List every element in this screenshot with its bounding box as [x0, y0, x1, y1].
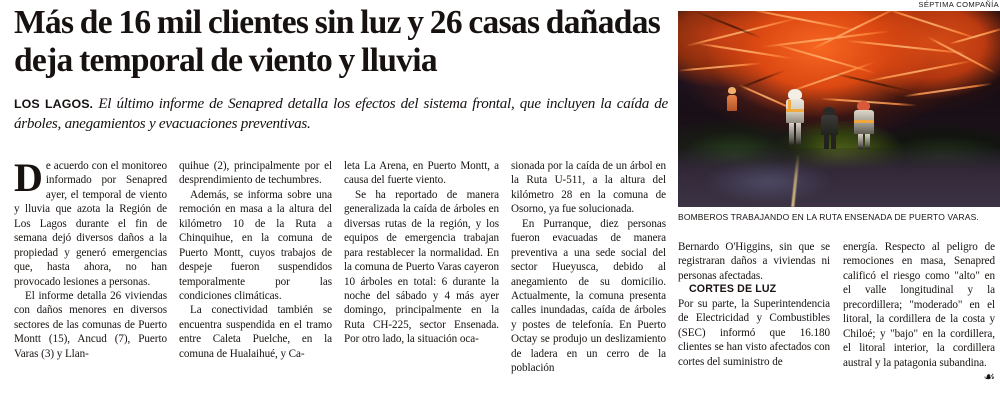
paragraph: quihue (2), principalmente por el despre… — [179, 160, 332, 187]
paragraph: Bernardo O'Higgins, sin que se registrar… — [678, 241, 830, 282]
page-title: Más de 16 mil clientes sin luz y 26 casa… — [14, 4, 661, 79]
paragraph: Se ha reportado de manera generalizada l… — [344, 188, 499, 346]
photo-road-reflection — [703, 159, 833, 204]
end-ornament: ☙ — [983, 369, 995, 385]
article-lead: LOS LAGOS. El último informe de Senapred… — [14, 94, 668, 134]
paragraph: Por su parte, la Superintendencia de Ele… — [678, 298, 830, 368]
body-column-4: sionada por la caída de un árbol en la R… — [511, 159, 666, 376]
paragraph: En Purranque, diez personas fueron evacu… — [511, 217, 666, 375]
body-column-3: leta La Arena, en Puerto Montt, a causa … — [344, 159, 499, 347]
drop-cap: D — [14, 155, 43, 200]
photo-wet-road — [678, 148, 1000, 207]
news-photo — [678, 11, 1000, 207]
paragraph-text: energía. Respecto al peligro de remocion… — [843, 241, 995, 369]
photo-block: SÉPTIMA COMPAÑÍA — [678, 0, 1000, 222]
photo-credit: SÉPTIMA COMPAÑÍA — [918, 0, 999, 9]
photo-firefighter-distant — [726, 87, 738, 113]
paragraph: energía. Respecto al peligro de remocion… — [843, 240, 995, 384]
body-column-2: quihue (2), principalmente por el despre… — [179, 159, 332, 361]
body-column-5: Bernardo O'Higgins, sin que se registrar… — [678, 240, 830, 369]
paragraph-text: e acuerdo con el monitoreo informado por… — [14, 160, 167, 288]
article-header: Más de 16 mil clientes sin luz y 26 casa… — [14, 4, 672, 134]
body-column-6: energía. Respecto al peligro de remocion… — [843, 240, 995, 384]
paragraph: El informe detalla 26 viviendas con daño… — [14, 289, 167, 360]
dateline: LOS LAGOS. — [14, 97, 94, 112]
photo-lit-canopy — [678, 11, 1000, 133]
paragraph: sionada por la caída de un árbol en la R… — [511, 160, 666, 216]
paragraph: leta La Arena, en Puerto Montt, a causa … — [344, 160, 499, 187]
photo-firefighter-2 — [820, 107, 840, 150]
photo-firefighter-3 — [852, 101, 876, 150]
paragraph: La conectividad también se encuentra sus… — [179, 304, 332, 360]
lead-text: El último informe de Senapred detalla lo… — [14, 96, 668, 133]
section-subhead: CORTES DE LUZ — [689, 283, 777, 296]
photo-caption: BOMBEROS TRABAJANDO EN LA RUTA ENSENADA … — [678, 212, 979, 222]
paragraph: Además, se informa sobre una remoción en… — [179, 188, 332, 302]
photo-firefighter-1 — [784, 89, 806, 146]
